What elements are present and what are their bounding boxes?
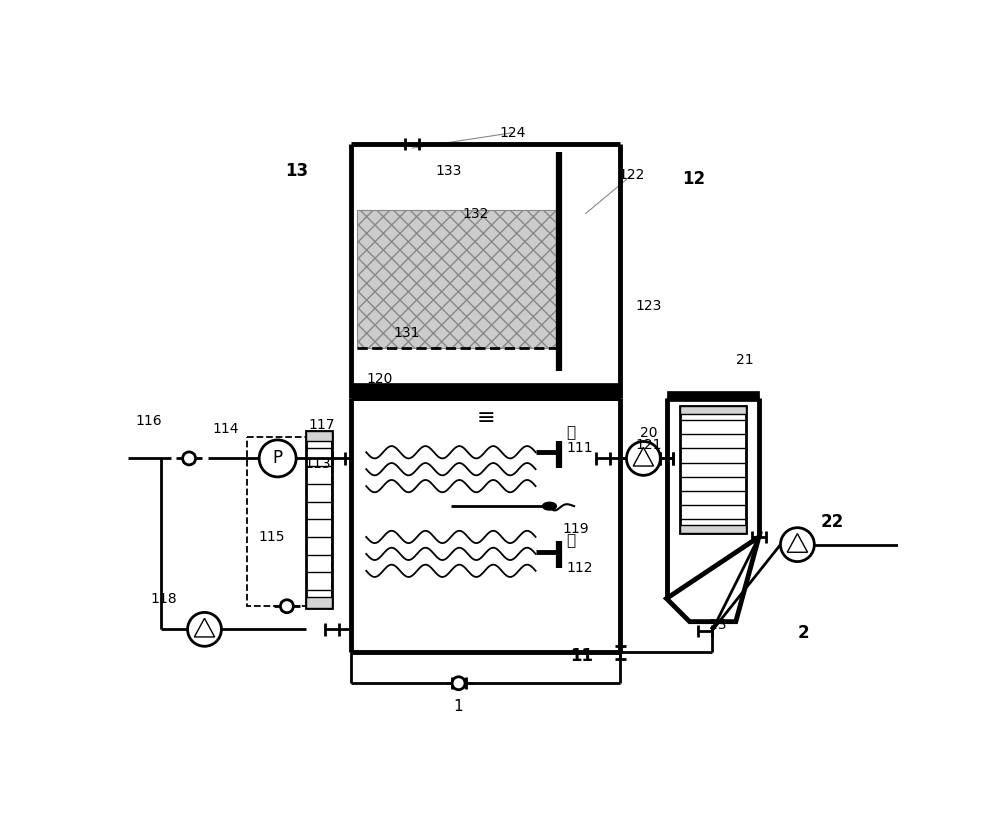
Text: 122: 122: [619, 168, 645, 182]
Bar: [306, 431, 332, 441]
Bar: [306, 597, 332, 608]
Text: 118: 118: [151, 592, 177, 605]
Ellipse shape: [543, 502, 556, 510]
Text: 11: 11: [570, 647, 593, 665]
Circle shape: [780, 528, 814, 561]
Text: 121: 121: [636, 438, 662, 452]
Circle shape: [280, 600, 293, 613]
Text: 21: 21: [736, 353, 753, 367]
Text: ≡: ≡: [476, 408, 495, 427]
Bar: [351, 383, 620, 400]
Text: 133: 133: [436, 164, 462, 178]
Text: 12: 12: [682, 170, 705, 188]
Text: 115: 115: [258, 530, 285, 544]
Text: 22: 22: [820, 512, 844, 530]
Text: 116: 116: [136, 414, 162, 428]
Text: 117: 117: [308, 418, 335, 432]
Circle shape: [452, 676, 465, 690]
Bar: [680, 525, 746, 533]
Bar: [247, 437, 332, 606]
Circle shape: [183, 452, 196, 465]
Text: 123: 123: [636, 299, 662, 313]
Circle shape: [259, 440, 296, 477]
Text: 124: 124: [499, 126, 526, 140]
Text: 1: 1: [454, 699, 463, 714]
Text: 阴: 阴: [566, 426, 576, 440]
Text: 120: 120: [366, 372, 393, 386]
Text: 119: 119: [563, 522, 589, 536]
Bar: [306, 431, 332, 608]
Text: 20: 20: [640, 426, 657, 440]
Text: 13: 13: [285, 163, 308, 181]
Bar: [666, 391, 759, 401]
Text: 2: 2: [797, 624, 809, 642]
Text: 阳: 阳: [566, 534, 576, 548]
Text: 131: 131: [393, 326, 420, 340]
Text: 111: 111: [566, 441, 593, 455]
Text: 113: 113: [305, 457, 331, 471]
Text: 132: 132: [462, 207, 489, 221]
Text: 112: 112: [566, 560, 593, 574]
Text: 23: 23: [709, 618, 726, 632]
Text: P: P: [273, 449, 283, 467]
Circle shape: [188, 613, 221, 646]
Bar: [680, 406, 746, 413]
Bar: [680, 406, 746, 533]
Bar: [357, 210, 556, 348]
Circle shape: [626, 441, 660, 475]
Text: 114: 114: [212, 422, 239, 436]
